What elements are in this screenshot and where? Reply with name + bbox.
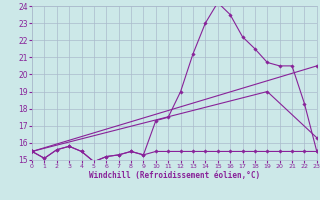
X-axis label: Windchill (Refroidissement éolien,°C): Windchill (Refroidissement éolien,°C) [89, 171, 260, 180]
